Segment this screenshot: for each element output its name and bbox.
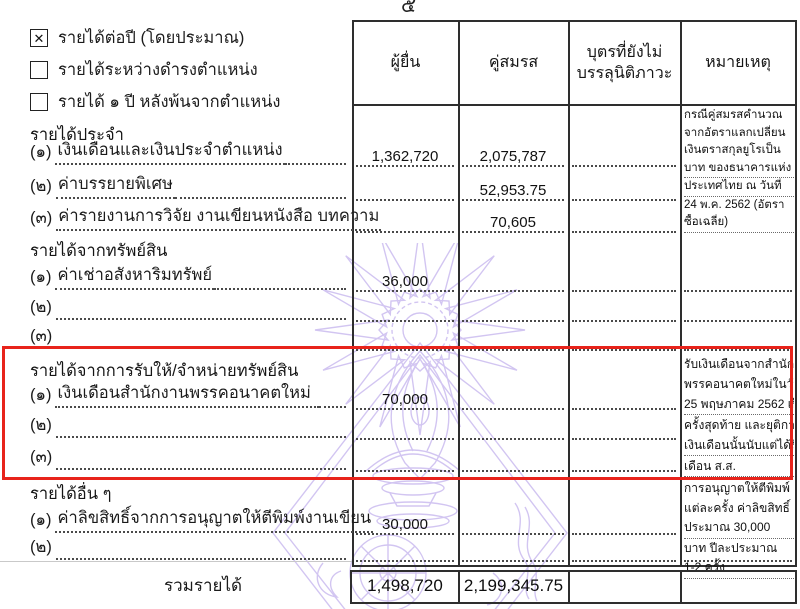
item-real-estate-rent: (๑) ค่าเช่าอสังหาริมทรัพย์ <box>30 266 346 290</box>
scan-artifact-line <box>0 561 352 562</box>
cell-children-party-salary <box>572 386 676 410</box>
cell-spouse-party-salary <box>462 386 564 410</box>
cell-declarant-research <box>356 209 454 233</box>
cell-spouse-research: 70,605 <box>462 209 564 233</box>
cell-children-rent <box>572 268 676 292</box>
cell-remark-row5 <box>684 298 792 322</box>
cell-declarant-rent: 36,000 <box>356 268 454 292</box>
cell-children-blank <box>572 298 676 322</box>
cell-spouse-lecture: 52,953.75 <box>462 177 564 201</box>
cell-children-salary <box>572 143 676 167</box>
section-title-gift-disposal-income: รายได้จากการรับให้/จำหน่ายทรัพย์สิน <box>30 362 299 380</box>
section-title-regular-income: รายได้ประจำ <box>30 126 124 144</box>
checkbox-income-after-term[interactable] <box>30 93 48 111</box>
total-divider-3 <box>680 570 682 603</box>
table-border-top <box>352 20 797 22</box>
cell-declarant-party-salary: 70,000 <box>356 386 454 410</box>
table-border-header-bottom <box>352 104 797 106</box>
cell-spouse-blank <box>462 327 564 351</box>
total-divider-1 <box>458 570 460 603</box>
cell-children-research <box>572 209 676 233</box>
cell-spouse-royalty <box>462 511 564 535</box>
table-divider-2 <box>568 20 570 566</box>
checkbox-income-during-term[interactable] <box>30 61 48 79</box>
checkbox-row-income-after-term: รายได้ ๑ ปี หลังพ้นจากตำแหน่ง <box>30 89 280 115</box>
cell-declarant-blank <box>356 538 454 562</box>
checkbox-annual-income[interactable]: ✕ <box>30 29 48 47</box>
item-research-writing-fee: (๓) ค่ารายงานการวิจัย งานเขียนหนังสือ บทค… <box>30 207 382 231</box>
item-gift-income-blank-3: (๓) <box>30 448 346 470</box>
remark-royalty-note: การอนุญาตให้ตีพิมพ์ แต่ละครั้ง ค่าลิขสิท… <box>684 479 794 579</box>
checkbox-mark: ✕ <box>33 30 45 46</box>
item-copyright-royalties: (๑) ค่าลิขสิทธิ์จากการอนุญาตให้ตีพิมพ์งาน… <box>30 509 374 533</box>
item-special-lecture-fee: (๒) ค่าบรรยายพิเศษ <box>30 175 346 199</box>
cell-declarant-blank <box>356 298 454 322</box>
total-divider-2 <box>568 570 570 603</box>
cell-spouse-rent <box>462 268 564 292</box>
item-asset-income-blank-2: (๒) <box>30 298 346 320</box>
highlight-rectangle <box>2 346 793 480</box>
cell-spouse-blank <box>462 416 564 440</box>
cell-spouse-blank <box>462 298 564 322</box>
checkbox-row-annual-income: ✕ รายได้ต่อปี (โดยประมาณ) <box>30 25 244 51</box>
cell-children-blank <box>572 416 676 440</box>
cell-children-blank <box>572 538 676 562</box>
cell-declarant-salary: 1,362,720 <box>356 143 454 167</box>
item-future-forward-party-salary: (๑) เงินเดือนสำนักงานพรรคอนาคตใหม่ <box>30 384 346 408</box>
cell-declarant-blank <box>356 448 454 472</box>
cell-children-royalty <box>572 511 676 535</box>
total-declarant-value: 1,498,720 <box>367 576 443 595</box>
cell-remark-row11 <box>684 538 792 562</box>
total-children-value <box>569 570 680 602</box>
table-divider-3 <box>680 20 682 566</box>
cell-declarant-blank <box>356 416 454 440</box>
checkbox-label: รายได้ ๑ ปี หลังพ้นจากตำแหน่ง <box>58 93 281 111</box>
page-number: ๕ <box>401 0 417 17</box>
cell-declarant-lecture <box>356 177 454 201</box>
cell-declarant-royalty: 30,000 <box>356 511 454 535</box>
column-header-declarant: ผู้ยื่น <box>390 54 421 71</box>
total-income-label: รวมรายได้ <box>163 576 243 595</box>
cell-remark-row6 <box>684 327 792 351</box>
checkbox-row-income-during-term: รายได้ระหว่างดำรงตำแหน่ง <box>30 57 258 83</box>
table-border-body-bottom <box>352 565 797 567</box>
cell-children-blank <box>572 327 676 351</box>
item-other-income-blank-2: (๒) <box>30 538 346 560</box>
cell-spouse-blank <box>462 448 564 472</box>
column-header-minor-children: บุตรที่ยังไม่ บรรลุนิติภาวะ <box>576 43 673 82</box>
total-border-bottom <box>350 602 797 604</box>
cell-remark-row4 <box>684 268 792 292</box>
cell-spouse-blank <box>462 538 564 562</box>
column-header-remarks: หมายเหตุ <box>705 54 771 71</box>
remark-party-salary-note: รับเงินเดือนจากสำนักงาน พรรคอนาคตใหม่ในว… <box>684 354 794 477</box>
table-divider-1 <box>458 20 460 566</box>
total-border-right <box>795 570 797 603</box>
checkbox-label: รายได้ต่อปี (โดยประมาณ) <box>58 29 245 47</box>
total-border-left <box>350 570 352 603</box>
cell-spouse-salary: 2,075,787 <box>462 143 564 167</box>
remark-exchange-rate-note: กรณีคู่สมรสคำนวณ จากอัตราแลกเปลี่ยน เงิน… <box>684 107 794 233</box>
checkbox-label: รายได้ระหว่างดำรงตำแหน่ง <box>58 61 258 79</box>
item-gift-income-blank-2: (๒) <box>30 416 346 438</box>
cell-declarant-blank <box>356 327 454 351</box>
cell-children-lecture <box>572 177 676 201</box>
table-border-right <box>795 20 797 566</box>
table-border-left <box>352 20 354 566</box>
section-title-other-income: รายได้อื่น ๆ <box>30 485 112 503</box>
column-header-spouse: คู่สมรส <box>488 54 539 71</box>
item-salary-position-allowance: (๑) เงินเดือนและเงินประจำตำแหน่ง <box>30 141 346 165</box>
cell-children-blank <box>572 448 676 472</box>
total-remark-value <box>681 570 795 602</box>
section-title-asset-income: รายได้จากทรัพย์สิน <box>30 242 168 260</box>
total-spouse-value: 2,199,345.75 <box>463 576 564 595</box>
total-border-top <box>350 570 797 572</box>
